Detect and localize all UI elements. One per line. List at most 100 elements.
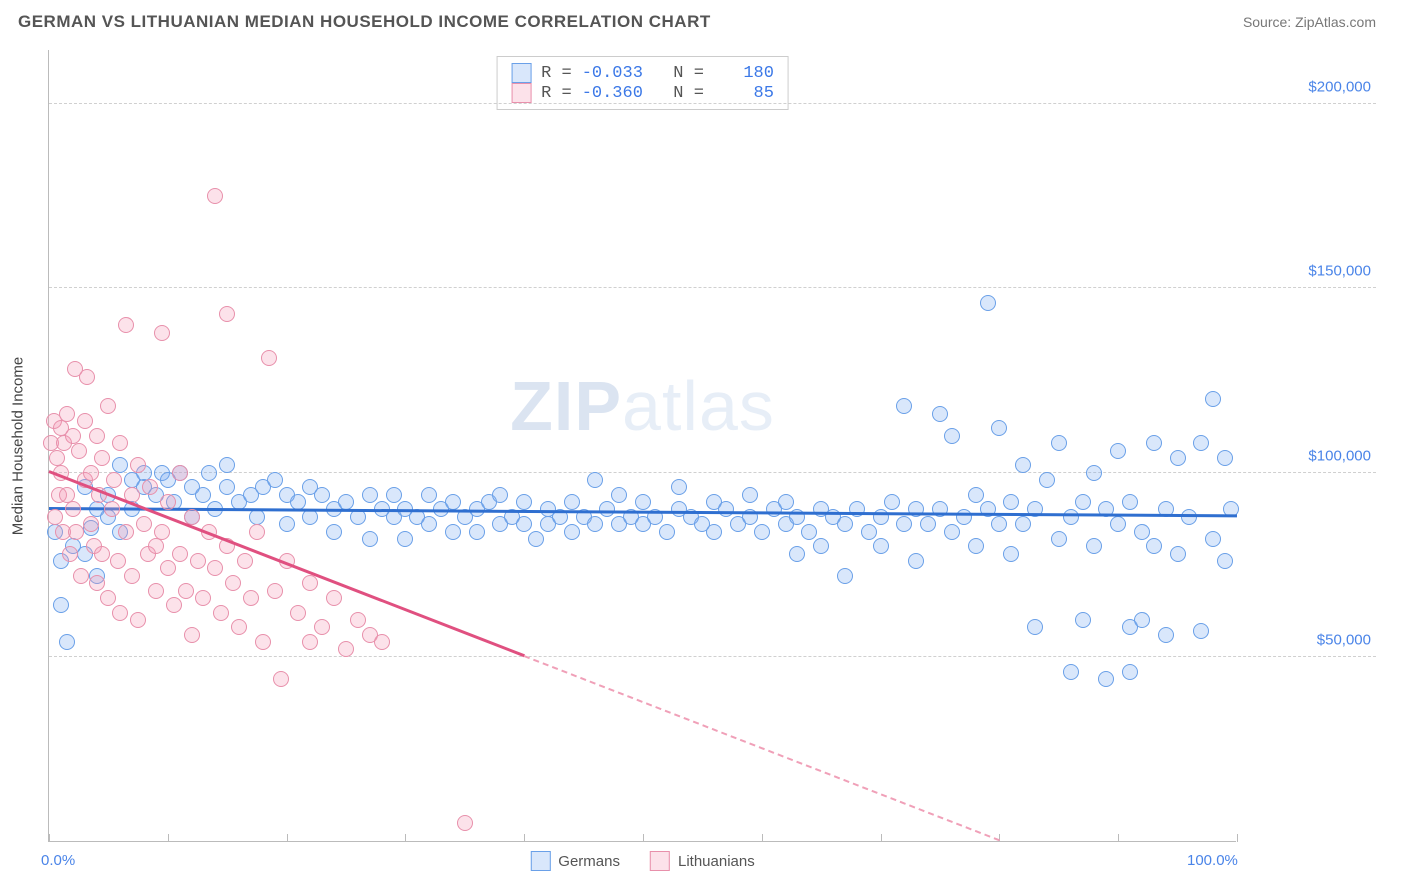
data-point [100,398,116,414]
data-point [118,524,134,540]
data-point [326,524,342,540]
data-point [1027,619,1043,635]
data-point [130,457,146,473]
data-point [1158,627,1174,643]
legend-row: R =-0.360 N =85 [511,83,774,103]
data-point [587,472,603,488]
data-point [49,450,65,466]
gridline [49,656,1376,657]
data-point [587,516,603,532]
data-point [201,465,217,481]
data-point [83,516,99,532]
data-point [362,487,378,503]
correlation-legend: R =-0.033 N =180R =-0.360 N =85 [496,56,789,110]
data-point [932,406,948,422]
data-point [59,634,75,650]
data-point [1003,546,1019,562]
data-point [94,546,110,562]
data-point [190,553,206,569]
plot-region: ZIPatlas R =-0.033 N =180R =-0.360 N =85… [48,50,1236,842]
data-point [94,450,110,466]
data-point [896,516,912,532]
y-tick-label: $100,000 [1308,447,1371,464]
x-tick [524,834,525,842]
data-point [112,605,128,621]
series-legend: GermansLithuanians [530,851,754,871]
data-point [243,590,259,606]
data-point [195,487,211,503]
data-point [397,531,413,547]
data-point [386,487,402,503]
data-point [421,487,437,503]
y-axis-label: Median Household Income [10,357,27,535]
data-point [659,524,675,540]
data-point [59,406,75,422]
data-point [124,568,140,584]
data-point [1098,671,1114,687]
data-point [172,546,188,562]
x-tick [1118,834,1119,842]
gridline [49,472,1376,473]
data-point [421,516,437,532]
legend-n-label: N = [653,84,704,103]
data-point [849,501,865,517]
data-point [1003,494,1019,510]
data-point [920,516,936,532]
data-point [1015,516,1031,532]
trend-line [524,655,1000,841]
legend-r-value: -0.033 [582,64,643,83]
data-point [813,538,829,554]
data-point [1051,435,1067,451]
data-point [79,369,95,385]
data-point [1146,435,1162,451]
data-point [968,538,984,554]
data-point [991,420,1007,436]
data-point [112,435,128,451]
data-point [884,494,900,510]
legend-label: Germans [558,853,620,870]
data-point [154,325,170,341]
data-point [873,538,889,554]
data-point [338,494,354,510]
data-point [350,612,366,628]
x-tick [881,834,882,842]
data-point [110,553,126,569]
legend-swatch [511,63,531,83]
data-point [1205,391,1221,407]
data-point [47,509,63,525]
data-point [290,605,306,621]
data-point [1134,524,1150,540]
data-point [1015,457,1031,473]
data-point [178,583,194,599]
data-point [142,479,158,495]
data-point [71,443,87,459]
data-point [516,516,532,532]
data-point [1122,494,1138,510]
data-point [338,641,354,657]
data-point [564,494,580,510]
data-point [1170,450,1186,466]
data-point [213,605,229,621]
data-point [195,590,211,606]
data-point [1193,623,1209,639]
data-point [1193,435,1209,451]
data-point [469,524,485,540]
data-point [273,671,289,687]
data-point [279,516,295,532]
y-tick-label: $50,000 [1317,631,1371,648]
data-point [991,516,1007,532]
data-point [718,501,734,517]
data-point [89,575,105,591]
data-point [112,457,128,473]
data-point [1122,664,1138,680]
legend-r-label: R = [541,64,572,83]
data-point [267,583,283,599]
data-point [255,634,271,650]
legend-r-value: -0.360 [582,84,643,103]
data-point [968,487,984,503]
x-tick [405,834,406,842]
legend-swatch [530,851,550,871]
watermark-light: atlas [622,367,775,445]
data-point [267,472,283,488]
data-point [1217,450,1233,466]
